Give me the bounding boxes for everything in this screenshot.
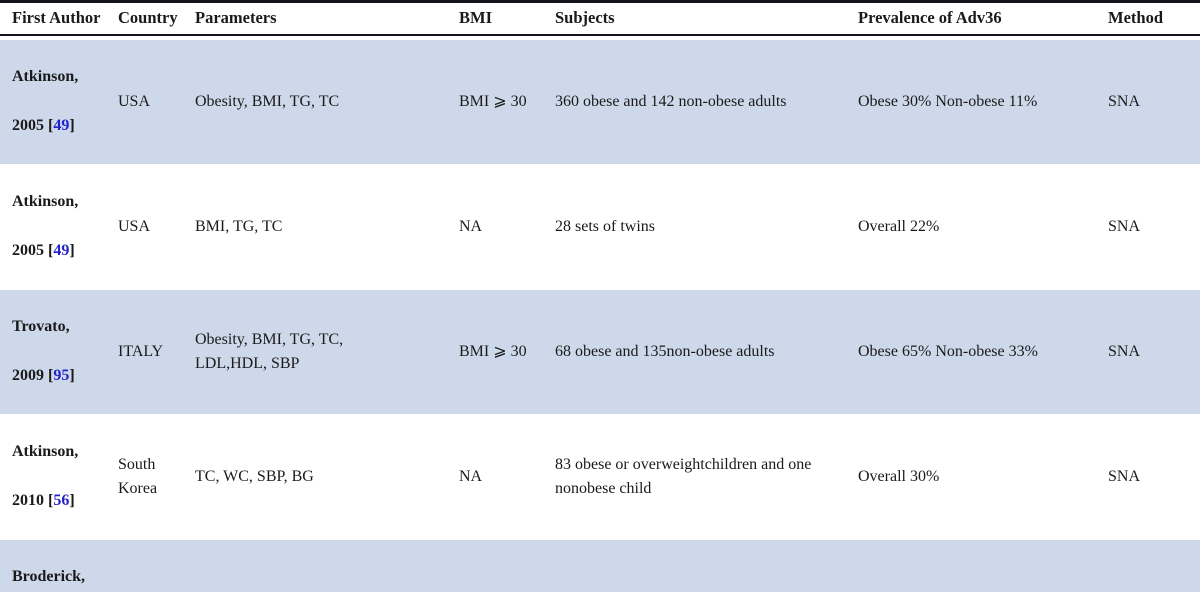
method-cell: SNA	[1108, 342, 1141, 360]
citation-link[interactable]: 56	[53, 492, 70, 510]
country-cell: USA	[118, 217, 151, 235]
parameters-cell: Obesity, BMI, TG, TC	[195, 92, 340, 110]
bmi-cell: BMI ⩾ 30	[459, 342, 527, 360]
table-row: Broderick, 2010 [50] USA Obesity BMI ⩾ 2…	[0, 538, 1200, 592]
bmi-cell: NA	[459, 467, 483, 485]
country-cell: USA	[118, 92, 151, 110]
author-year-ref: 2005 [49]	[12, 242, 75, 260]
table-row: Atkinson, 2005 [49] USA Obesity, BMI, TG…	[0, 39, 1200, 165]
subjects-cell: 28 sets of twins	[555, 217, 655, 235]
parameters-cell: BMI, TG, TC	[195, 217, 283, 235]
author-name: Atkinson,	[12, 192, 79, 210]
parameters-cell: TC, WC, SBP, BG	[195, 467, 314, 485]
author-name: Atkinson,	[12, 67, 79, 85]
author-year-ref: 2009 [95]	[12, 367, 75, 385]
prevalence-cell: Overall 30%	[858, 467, 940, 485]
table-row: Trovato, 2009 [95] ITALY Obesity, BMI, T…	[0, 288, 1200, 415]
subjects-cell: 360 obese and 142 non-obese adults	[555, 92, 787, 110]
table-header-row: First Author Country Parameters BMI Subj…	[0, 3, 1200, 36]
country-cell: South Korea	[118, 455, 158, 497]
author-cell: Atkinson, 2005 [49]	[0, 165, 118, 289]
author-cell: Broderick, 2010 [50]	[0, 540, 118, 592]
table-row: Atkinson, 2005 [49] USA BMI, TG, TC NA 2…	[0, 164, 1200, 289]
citation-link[interactable]: 49	[53, 117, 70, 135]
header-method: Method	[1108, 8, 1163, 28]
method-cell: SNA	[1108, 467, 1141, 485]
table-row: Atkinson, 2010 [56] South Korea TC, WC, …	[0, 414, 1200, 539]
author-name: Broderick,	[12, 567, 86, 585]
bmi-cell: NA	[459, 217, 483, 235]
author-name: Trovato,	[12, 317, 70, 335]
method-cell: SNA	[1108, 217, 1141, 235]
prevalence-cell: Overall 22%	[858, 217, 940, 235]
citation-link[interactable]: 95	[53, 367, 70, 385]
author-year-ref: 2010 [56]	[12, 492, 75, 510]
author-cell: Atkinson, 2005 [49]	[0, 40, 118, 164]
bmi-cell: BMI ⩾ 30	[459, 92, 527, 110]
citation-link[interactable]: 49	[53, 242, 70, 260]
header-bmi: BMI	[459, 8, 492, 28]
header-parameters: Parameters	[195, 8, 277, 28]
subjects-cell: 83 obese or overweightchildren and one n…	[555, 455, 812, 497]
header-first-author: First Author	[12, 8, 101, 28]
prevalence-cell: Obese 65% Non-obese 33%	[858, 342, 1038, 360]
table-body: Atkinson, 2005 [49] USA Obesity, BMI, TG…	[0, 36, 1200, 592]
author-cell: Atkinson, 2010 [56]	[0, 415, 118, 539]
parameters-cell: Obesity, BMI, TG, TC, LDL,HDL, SBP	[195, 330, 344, 372]
subjects-cell: 68 obese and 135non-obese adults	[555, 342, 775, 360]
header-subjects: Subjects	[555, 8, 615, 28]
prevalence-cell: Obese 30% Non-obese 11%	[858, 92, 1038, 110]
author-name: Atkinson,	[12, 442, 79, 460]
header-country: Country	[118, 8, 178, 28]
author-year-ref: 2005 [49]	[12, 117, 75, 135]
header-prevalence: Prevalence of Adv36	[858, 8, 1002, 28]
country-cell: ITALY	[118, 342, 164, 360]
author-cell: Trovato, 2009 [95]	[0, 290, 118, 414]
method-cell: SNA	[1108, 92, 1141, 110]
